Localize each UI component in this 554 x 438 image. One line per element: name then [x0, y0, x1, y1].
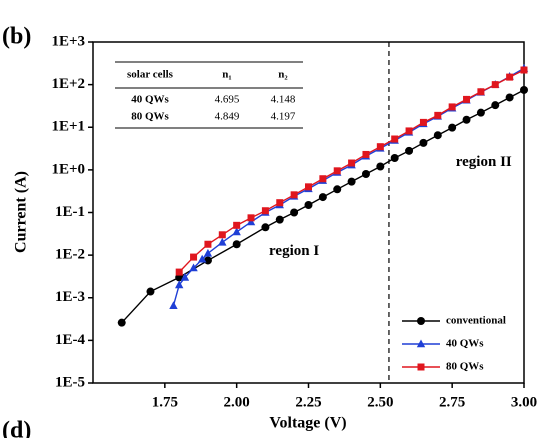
- data-point: [169, 301, 178, 310]
- data-point: [520, 85, 528, 94]
- legend-marker: [416, 339, 426, 348]
- data-point: [175, 268, 183, 276]
- data-point: [247, 214, 255, 222]
- data-point: [180, 272, 190, 281]
- y-tick-label: 1E+1: [51, 119, 85, 135]
- data-point: [491, 101, 500, 110]
- data-point: [405, 146, 414, 155]
- data-point: [318, 193, 327, 202]
- x-tick-label: 2.00: [224, 394, 250, 410]
- legend-marker: [417, 317, 425, 325]
- table-header: n₂: [278, 69, 288, 81]
- data-point: [204, 240, 212, 248]
- y-tick-label: 1E-5: [55, 374, 85, 390]
- data-point: [275, 215, 284, 224]
- x-tick-label: 2.50: [367, 394, 393, 410]
- panel-label: (b): [2, 24, 31, 50]
- data-point: [477, 88, 485, 96]
- x-tick-label: 2.75: [439, 394, 465, 410]
- panel-label: (d): [2, 418, 31, 438]
- data-point: [391, 135, 399, 143]
- data-point: [232, 240, 241, 249]
- data-point: [276, 199, 284, 207]
- data-point: [232, 227, 241, 236]
- y-tick-label: 1E-3: [55, 289, 85, 305]
- table-header: n₁: [222, 69, 231, 81]
- table-cell: 4.197: [271, 111, 296, 123]
- x-tick-label: 2.25: [295, 394, 321, 410]
- data-point: [218, 231, 226, 239]
- data-point: [333, 185, 342, 194]
- data-point: [491, 81, 499, 89]
- y-tick-label: 1E+0: [51, 161, 85, 177]
- data-point: [361, 170, 370, 179]
- data-point: [390, 153, 399, 162]
- data-point: [261, 207, 269, 215]
- data-point: [146, 287, 155, 296]
- table-cell: 4.148: [271, 94, 296, 106]
- data-point: [197, 254, 207, 263]
- data-point: [448, 103, 456, 111]
- data-point: [476, 108, 485, 117]
- table-cell: 80 QWs: [131, 111, 169, 123]
- annotation: region I: [269, 243, 319, 259]
- x-tick-label: 3.00: [511, 394, 537, 410]
- data-point: [246, 217, 256, 226]
- legend-label: 80 QWs: [446, 361, 484, 373]
- data-point: [304, 200, 313, 209]
- data-point: [434, 111, 442, 119]
- data-point: [261, 223, 270, 232]
- y-tick-label: 1E-4: [55, 332, 86, 348]
- data-point: [506, 73, 514, 81]
- data-point: [218, 237, 227, 246]
- y-tick-label: 1E-1: [55, 204, 85, 220]
- data-point: [376, 143, 384, 151]
- data-point: [520, 66, 528, 74]
- table-header: solar cells: [127, 69, 174, 81]
- data-point: [290, 191, 298, 199]
- data-point: [448, 123, 457, 132]
- data-point: [462, 115, 471, 124]
- data-point: [233, 221, 241, 229]
- table-cell: 4.849: [215, 111, 240, 123]
- legend-label: conventional: [446, 315, 506, 327]
- data-point: [175, 280, 184, 289]
- data-point: [376, 162, 385, 171]
- data-point: [117, 318, 126, 327]
- x-axis-label: Voltage (V): [269, 415, 346, 432]
- legend-label: 40 QWs: [446, 338, 484, 350]
- data-point: [203, 248, 213, 257]
- data-point: [290, 208, 299, 217]
- data-point: [348, 159, 356, 167]
- y-tick-label: 1E-2: [55, 247, 85, 263]
- data-point: [362, 150, 370, 158]
- table-cell: 4.695: [215, 94, 240, 106]
- data-point: [419, 118, 427, 126]
- data-point: [190, 253, 198, 261]
- data-point: [463, 95, 471, 103]
- data-point: [347, 177, 356, 186]
- data-point: [189, 263, 198, 272]
- x-tick-label: 1.75: [152, 394, 178, 410]
- data-point: [433, 131, 442, 140]
- table-cell: 40 QWs: [131, 94, 169, 106]
- data-point: [405, 127, 413, 135]
- y-tick-label: 1E+3: [51, 33, 85, 49]
- y-axis-label: Current (A): [13, 171, 30, 253]
- annotation: region II: [456, 154, 512, 170]
- legend-marker: [417, 363, 425, 371]
- data-point: [419, 138, 428, 147]
- data-point: [333, 167, 341, 175]
- data-point: [319, 175, 327, 183]
- y-tick-label: 1E+2: [51, 76, 85, 92]
- data-point: [505, 93, 514, 102]
- data-point: [305, 183, 312, 191]
